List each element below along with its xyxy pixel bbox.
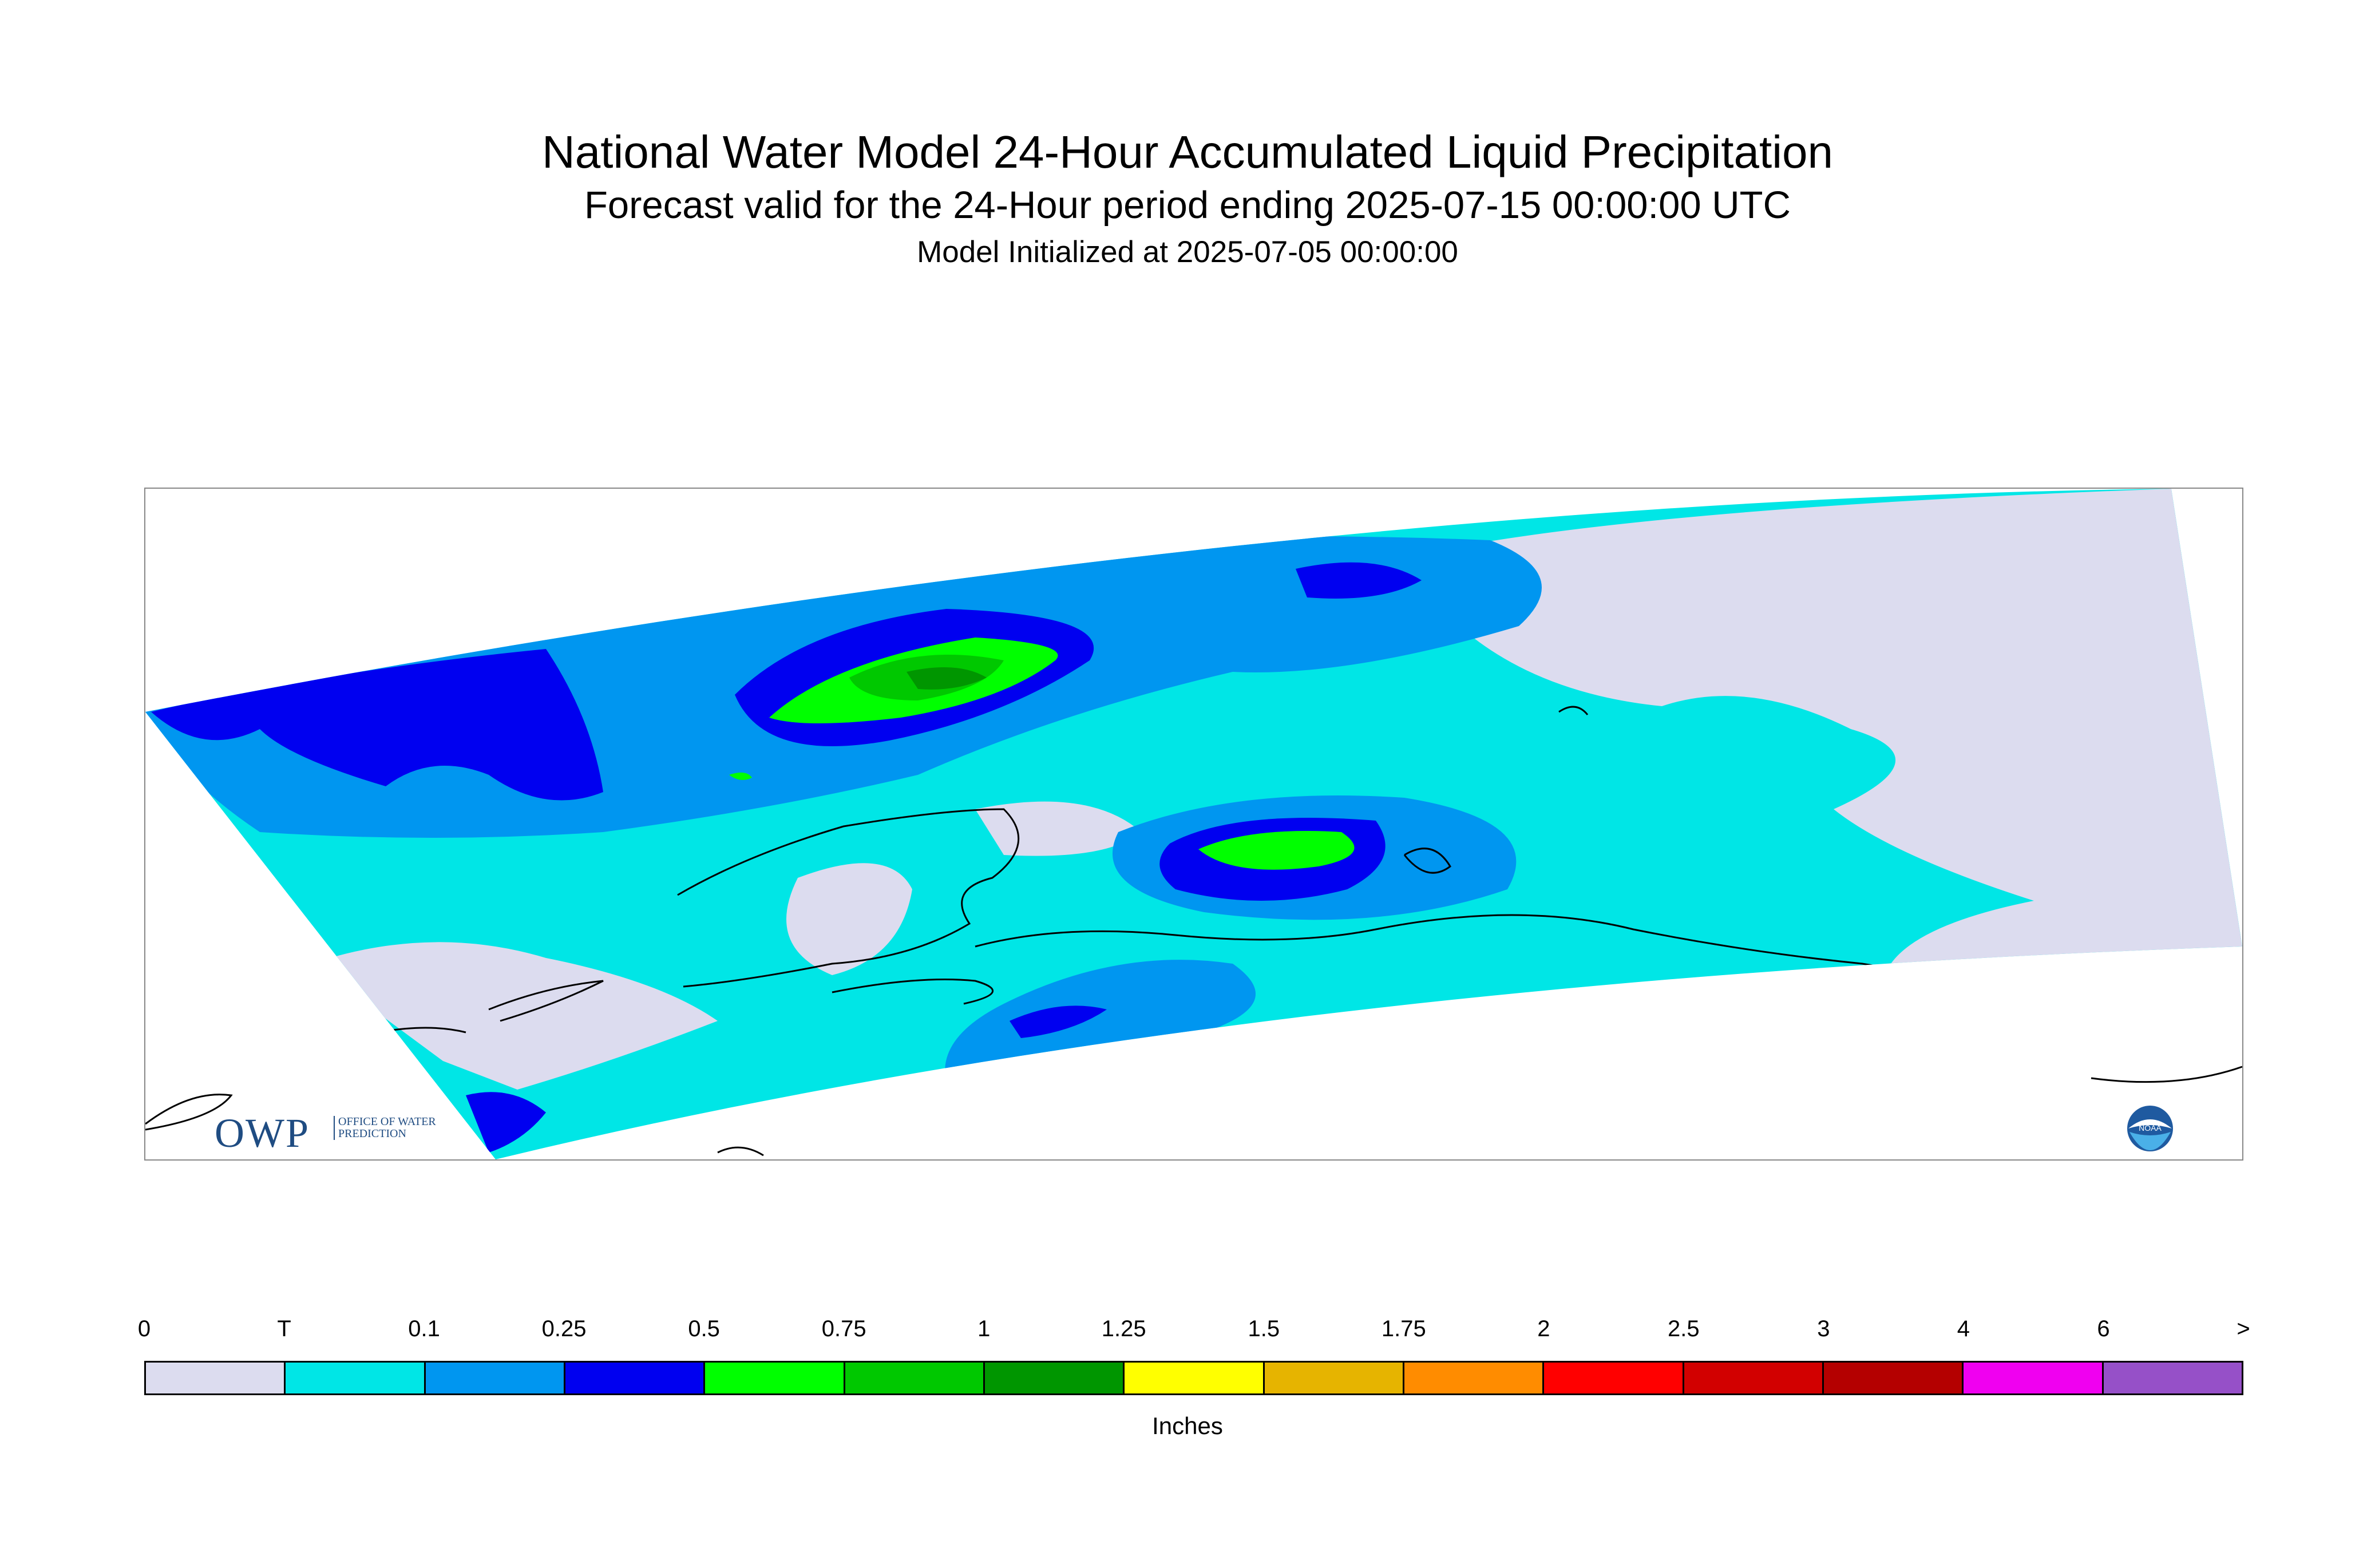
legend-color-bar: [144, 1361, 2243, 1395]
legend-swatch: [1264, 1363, 1404, 1393]
legend-swatch: [1404, 1363, 1545, 1393]
coastline: [717, 1146, 764, 1157]
precip-band-0.25-ne: [1296, 562, 1422, 599]
legend-tick-label: 1.25: [1101, 1316, 1146, 1341]
legend-swatch: [984, 1363, 1125, 1393]
legend-swatch: [1823, 1363, 1964, 1393]
legend-tick-label: 2: [1537, 1316, 1550, 1341]
coastline: [488, 980, 604, 1022]
precipitation-map[interactable]: [145, 489, 2242, 1159]
legend-tick-label: 0.25: [541, 1316, 587, 1341]
legend-swatch: [425, 1363, 565, 1393]
zero-precip-region-north-cook: [975, 801, 1141, 856]
legend-swatch: [1125, 1363, 1265, 1393]
coastline: [1403, 848, 1451, 874]
precip-band-1: [907, 667, 987, 690]
coastline: [832, 979, 994, 1005]
legend-tick-label: 0.75: [821, 1316, 866, 1341]
legend-tick-label: 3: [1817, 1316, 1830, 1341]
precip-band-0.5-center: [1198, 831, 1355, 870]
legend-tick-label: 2.5: [1668, 1316, 1700, 1341]
owp-logo-letters: OWP: [215, 1110, 310, 1156]
coastline: [145, 1094, 233, 1131]
legend-swatch: [146, 1363, 286, 1393]
legend-tick-label: 1.5: [1248, 1316, 1280, 1341]
legend-tick-label: 0: [137, 1316, 151, 1341]
legend-swatch: [286, 1363, 426, 1393]
precip-band-0.25: [151, 649, 603, 801]
map-subtitle: Forecast valid for the 24-Hour period en…: [584, 184, 1791, 227]
legend-tick-label: 0.5: [688, 1316, 720, 1341]
legend-swatch: [1544, 1363, 1684, 1393]
legend-swatch: [2103, 1363, 2242, 1393]
coastline: [677, 808, 1020, 988]
legend-units: Inches: [1152, 1412, 1223, 1439]
precip-band-0.25-sw: [466, 1092, 546, 1153]
noaa-logo-text: NOAA: [2139, 1123, 2162, 1133]
map-title: National Water Model 24-Hour Accumulated…: [542, 126, 1833, 177]
coastline: [2148, 980, 2242, 989]
legend-tick-label: >: [2237, 1316, 2250, 1341]
legend-swatch: [845, 1363, 985, 1393]
precip-band-0.1-south: [945, 960, 1256, 1084]
legend-tick-label: 4: [1957, 1316, 1970, 1341]
legend-swatch: [1684, 1363, 1824, 1393]
legend-tick-label: 1: [977, 1316, 991, 1341]
precip-band-0.25-south: [1010, 1005, 1107, 1038]
zero-precip-region-inlet: [786, 863, 912, 975]
legend-tick-label: 6: [2097, 1316, 2110, 1341]
legend-swatch: [705, 1363, 845, 1393]
legend-tick-label: T: [277, 1316, 291, 1341]
legend-tick-label: 0.1: [408, 1316, 440, 1341]
owp-logo: OWP OFFICE OF WATER PREDICTION: [215, 1110, 444, 1156]
legend-tick-label: 1.75: [1381, 1316, 1426, 1341]
map-frame[interactable]: [144, 488, 2243, 1161]
zero-precip-region-east: [1450, 489, 2242, 964]
coastline: [2091, 1066, 2242, 1083]
coastline: [1558, 706, 1589, 715]
legend-swatch: [1964, 1363, 2104, 1393]
owp-logo-subtitle: OFFICE OF WATER PREDICTION: [334, 1116, 447, 1140]
model-init-time: Model Initialized at 2025-07-05 00:00:00: [917, 235, 1458, 269]
noaa-logo: NOAA: [2127, 1106, 2173, 1151]
precip-band-0.5-spot: [729, 773, 752, 780]
legend-swatch: [565, 1363, 706, 1393]
